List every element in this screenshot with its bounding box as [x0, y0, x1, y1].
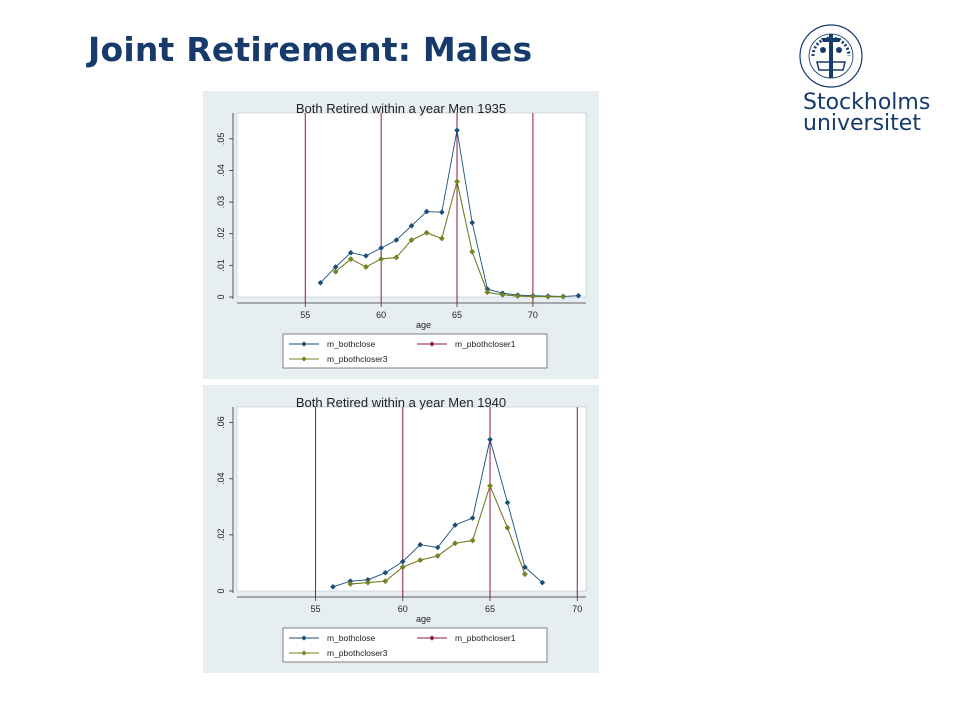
chart-1940-legend-label: m_bothclose [327, 633, 375, 643]
chart-1940-ytick-label: .02 [216, 529, 226, 542]
chart-1935-series-m_pbothcloser3-point [378, 256, 384, 262]
chart-1940-series-m_bothclose-point [399, 558, 406, 565]
chart-1935-series-m_pbothcloser3-point [560, 293, 567, 300]
chart-1935-series-m_bothclose-point [408, 223, 415, 229]
chart-1935-series-m_pbothcloser3-point [423, 229, 430, 236]
chart-1935-series-m_bothclose-point [332, 264, 339, 270]
chart-1935-legend-swatch-marker [429, 341, 435, 347]
chart-1935-series-m_bothclose-point [469, 219, 475, 226]
chart-1935-series-m_pbothcloser3-point [545, 293, 551, 300]
chart-1935-xtick-label: 70 [528, 310, 538, 320]
university-seal-icon [799, 24, 863, 88]
chart-1935-series-m_pbothcloser3-point [393, 254, 400, 261]
chart-1935-legend-label: m_pbothcloser3 [327, 354, 388, 364]
chart-1940-series-m_pbothcloser3-point [434, 553, 441, 559]
chart-1935-series-m_pbothcloser3-point [530, 293, 536, 300]
chart-1940-xtick-label: 65 [485, 604, 495, 614]
chart-1935-series-m_pbothcloser3-point [363, 264, 369, 270]
chart-1935-series-m_bothclose-point [484, 286, 491, 292]
chart-1935-title: Both Retired within a year Men 1935 [296, 101, 506, 116]
chart-1940-series-m_bothclose-point [469, 515, 476, 521]
chart-1940-series-m_bothclose-point [504, 499, 511, 506]
chart-1940-series-m_bothclose-point [522, 564, 528, 570]
chart-1940-xtick-label: 55 [311, 604, 321, 614]
chart-1935-legend-label: m_bothclose [327, 339, 375, 349]
chart-1940-xlabel: age [416, 614, 431, 624]
logo-wordmark-line2: universitet [803, 111, 921, 136]
chart-1935-series-m_bothclose-point [423, 208, 430, 215]
chart-1940-series-m_pbothcloser3-point [347, 581, 354, 587]
chart-1935-ytick-label: .03 [216, 196, 226, 209]
chart-1935-xtick-label: 65 [452, 310, 462, 320]
chart-1935-series-m_pbothcloser3-point [348, 256, 354, 262]
chart-1940-series-m_pbothcloser3-point [382, 578, 389, 584]
chart-1940-series-m_pbothcloser3-point [487, 482, 493, 489]
chart-1935-series-m_bothclose-point [363, 253, 369, 259]
chart-1935-series-m_pbothcloser3-point [484, 289, 491, 296]
chart-1940-ytick-label: .06 [216, 416, 226, 429]
chart-1940-legend-label: m_pbothcloser3 [327, 648, 388, 658]
logo-wordmark-line1: Stockholms [803, 90, 931, 115]
chart-1940-legend-swatch-marker [429, 635, 435, 641]
chart-1935-legend-label: m_pbothcloser1 [455, 339, 516, 349]
chart-1940-legend [282, 627, 548, 663]
chart-1935-series-m_bothclose-point [454, 127, 460, 134]
chart-1940-series-m_pbothcloser3-point [399, 564, 406, 570]
chart-1935-series-m_pbothcloser3-point [408, 237, 415, 243]
chart-1935-series-m_bothclose-point [575, 292, 582, 299]
chart-1935-xlabel: age [416, 320, 431, 330]
chart-1940-series-m_pbothcloser3-point [522, 571, 528, 577]
chart-1935-series-m_bothclose-point [348, 249, 354, 256]
chart-1940-svg: Both Retired within a year Men 1940 0 .02.… [216, 395, 587, 663]
chart-1935-plot-region [236, 112, 587, 298]
chart-1940-series-m_bothclose-point [330, 583, 336, 590]
chart-1940-legend-swatch-marker [301, 650, 307, 656]
chart-1940-series-m_pbothcloser3-point [452, 540, 458, 547]
chart-1940-plot-region [236, 406, 587, 592]
chart-1940-series-m_bothclose-point [539, 579, 546, 586]
chart-1940-series-m_pbothcloser3-point [469, 537, 476, 544]
chart-1935-series-m_pbothcloser3-point [514, 293, 521, 299]
chart-1935-ytick-label: .04 [216, 164, 226, 177]
chart-1940-series-m_pbothcloser3-point [504, 525, 511, 531]
chart-1940-series-m_bothclose-point [347, 578, 354, 584]
chart-1940-series-m_bothclose-point [417, 541, 424, 548]
chart-1940: Both Retired within a year Men 1940 0 .02.… [203, 385, 599, 673]
chart-1935-legend-swatch-marker [301, 341, 307, 347]
chart-1935: Both Retired within a year Men 1935 0 .01.… [203, 91, 599, 379]
chart-1940-ytick-label: .04 [216, 472, 226, 485]
chart-1940-series-m_bothclose-point [365, 576, 371, 583]
chart-1935-series-m_pbothcloser3-point [454, 178, 460, 185]
slide-title: Joint Retirement: Males [88, 30, 533, 69]
chart-1940-title: Both Retired within a year Men 1940 [296, 395, 506, 410]
chart-1935-ytick-label: .02 [216, 227, 226, 240]
chart-1935-ytick-label: .05 [216, 133, 226, 146]
chart-1935-xtick-label: 55 [300, 310, 310, 320]
chart-1935-legend-swatch-marker [301, 356, 307, 362]
chart-1935-series-m_pbothcloser3-point [332, 268, 339, 275]
chart-1940-xtick-label: 70 [572, 604, 582, 614]
chart-1940-series-m_pbothcloser3-point [365, 579, 371, 586]
chart-1940-legend-swatch-marker [301, 635, 307, 641]
chart-1935-series-m_pbothcloser3-point [469, 248, 475, 255]
chart-1935-ytick-label: 0 [216, 294, 226, 299]
chart-1940-ytick-label: 0 [216, 588, 226, 593]
chart-1940-legend-label: m_pbothcloser1 [455, 633, 516, 643]
chart-1935-series-m_bothclose-point [393, 237, 400, 243]
chart-1940-series-m_bothclose-point [452, 522, 458, 528]
chart-1940-xtick-label: 60 [398, 604, 408, 614]
chart-1935-series-m_pbothcloser3-line [335, 181, 564, 298]
chart-1935-ytick-label: .01 [216, 259, 226, 272]
chart-1935-legend [282, 333, 548, 369]
chart-1935-series-m_pbothcloser3-point [439, 235, 445, 242]
chart-1935-svg: Both Retired within a year Men 1935 0 .01.… [216, 101, 587, 369]
chart-1935-series-m_pbothcloser3-point [499, 291, 506, 298]
chart-1935-xtick-label: 60 [376, 310, 386, 320]
stockholm-university-logo: Stockholms universitet [795, 22, 935, 142]
chart-1935-series-m_bothclose-point [378, 245, 384, 251]
